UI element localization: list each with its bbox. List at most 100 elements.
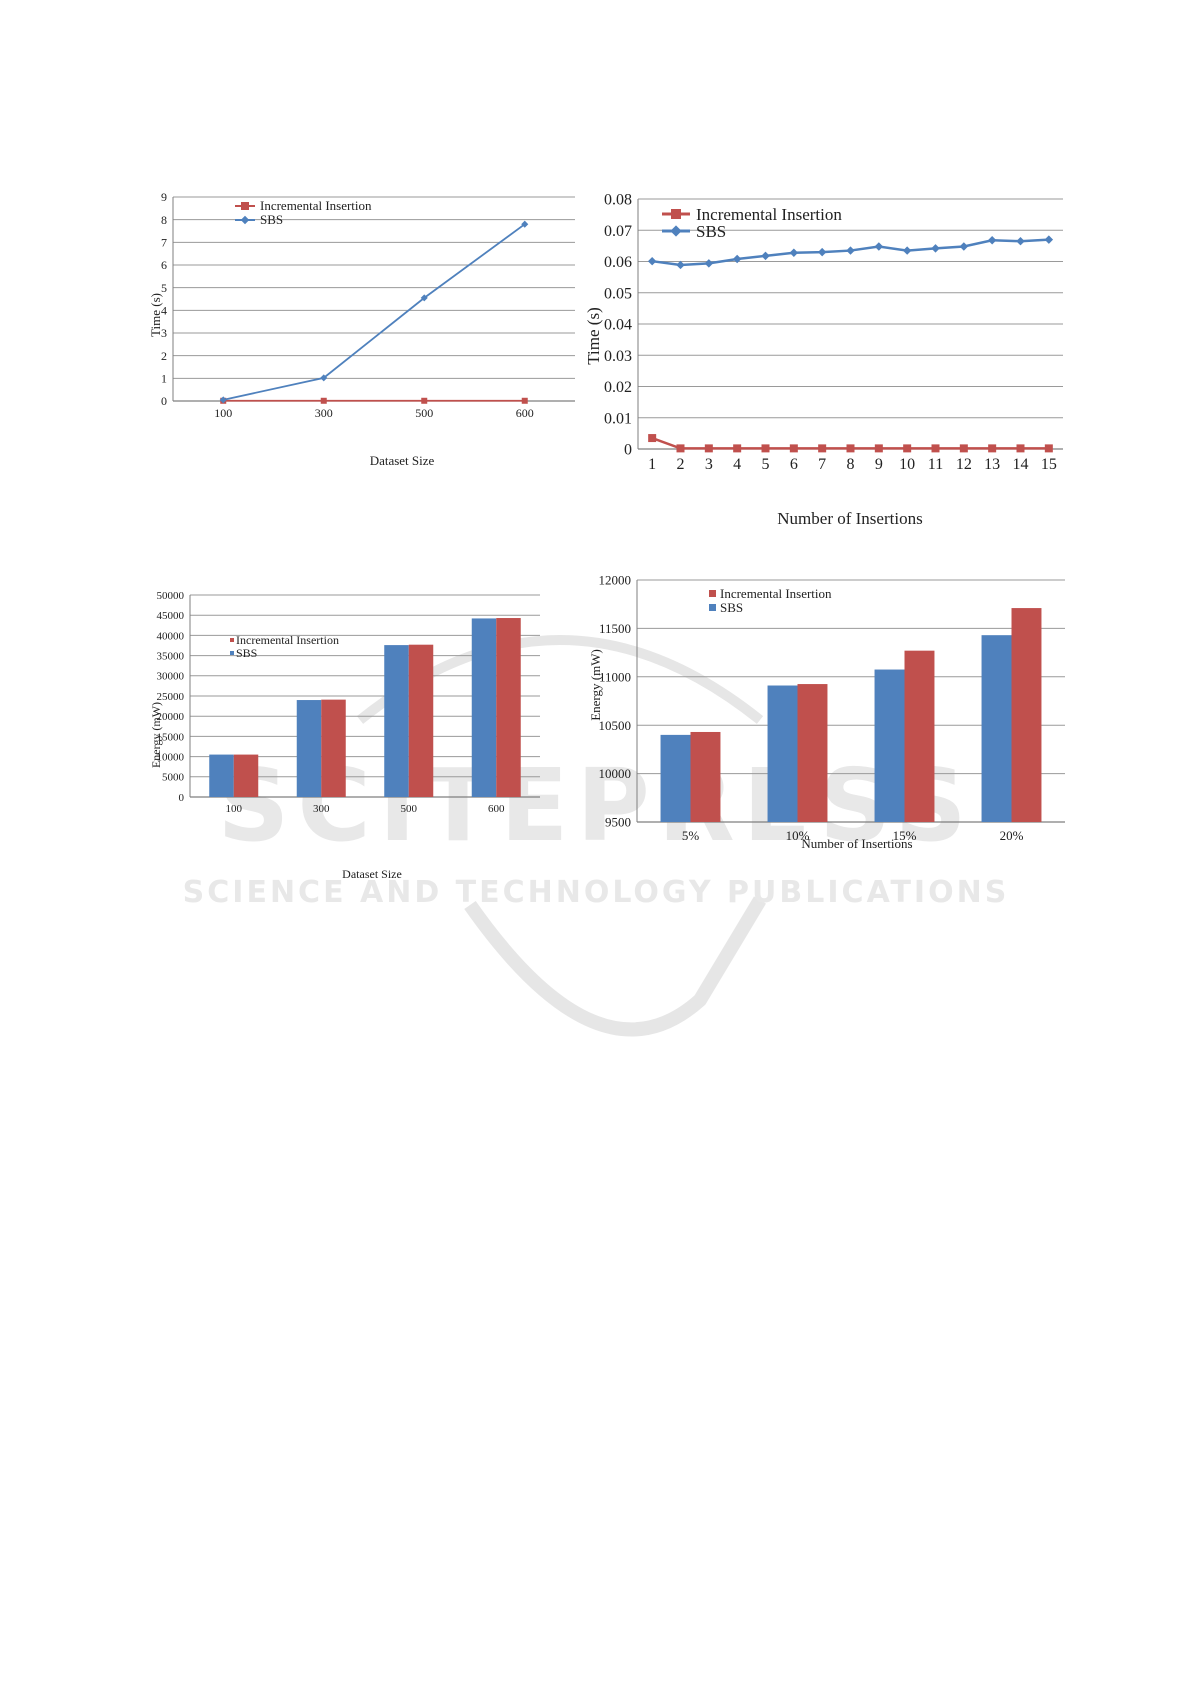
data-series bbox=[647, 235, 1054, 453]
legend-sbs-marker bbox=[670, 225, 682, 237]
legend: Incremental Insertion SBS bbox=[709, 586, 832, 615]
data-point-sbs bbox=[931, 244, 940, 253]
bar-sbs bbox=[767, 685, 798, 822]
data-point-incremental bbox=[903, 444, 912, 453]
data-point-incremental bbox=[421, 397, 428, 404]
y-axis-label: Energy (mW) bbox=[588, 649, 603, 721]
x-tick-label: 600 bbox=[488, 803, 505, 815]
y-tick-label: 1 bbox=[161, 372, 167, 386]
y-tick-label: 50000 bbox=[157, 590, 185, 602]
y-tick-label: 10000 bbox=[599, 766, 632, 781]
data-point-incremental bbox=[676, 444, 685, 453]
bar-sbs bbox=[874, 669, 905, 822]
x-tick-label: 10 bbox=[899, 456, 915, 473]
y-tick-labels: 9500 10000 10500 11000 11500 12000 bbox=[599, 573, 632, 830]
x-tick-label: 5% bbox=[682, 828, 700, 843]
bar-sbs bbox=[209, 754, 234, 797]
x-tick-label: 13 bbox=[984, 456, 1000, 473]
legend-sbs-label: SBS bbox=[720, 600, 743, 615]
legend-sbs-label: SBS bbox=[236, 646, 257, 660]
data-point-incremental bbox=[320, 397, 327, 404]
data-point-incremental bbox=[648, 434, 657, 443]
data-point-incremental bbox=[704, 444, 713, 453]
x-tick-label: 9 bbox=[875, 456, 883, 473]
data-point-sbs bbox=[420, 294, 428, 302]
x-tick-label: 8 bbox=[847, 456, 855, 473]
x-tick-labels: 1 2 3 4 5 6 7 8 9 10 11 12 13 14 15 bbox=[648, 456, 1057, 473]
x-tick-label: 6 bbox=[790, 456, 798, 473]
y-tick-label: 30000 bbox=[157, 671, 185, 683]
bar-incremental bbox=[233, 754, 259, 797]
data-point-sbs bbox=[521, 220, 529, 228]
legend-incremental-marker bbox=[671, 209, 681, 219]
y-tick-label: 5 bbox=[161, 281, 167, 295]
y-tick-label: 0 bbox=[161, 394, 167, 408]
y-tick-label: 20000 bbox=[157, 711, 185, 723]
data-point-sbs bbox=[761, 251, 770, 261]
legend-sbs-marker bbox=[709, 604, 716, 611]
y-tick-label: 10000 bbox=[157, 751, 185, 763]
y-tick-label: 7 bbox=[161, 236, 167, 250]
x-tick-label: 100 bbox=[226, 803, 243, 815]
data-series bbox=[209, 618, 521, 797]
data-point-sbs bbox=[846, 246, 855, 255]
y-tick-label: 3 bbox=[161, 326, 167, 340]
bar-incremental bbox=[408, 644, 434, 797]
data-point-sbs bbox=[1016, 236, 1025, 246]
axes bbox=[172, 197, 575, 402]
x-tick-labels: 100 300 500 600 bbox=[226, 803, 506, 815]
bar-incremental bbox=[321, 699, 346, 797]
x-tick-labels: 100 300 500 600 bbox=[214, 406, 534, 420]
y-tick-label: 0.03 bbox=[604, 348, 632, 365]
x-tick-label: 11 bbox=[928, 456, 943, 473]
bar-sbs bbox=[981, 635, 1012, 822]
x-tick-label: 5 bbox=[762, 456, 770, 473]
legend-incremental-label: Incremental Insertion bbox=[260, 198, 372, 213]
y-tick-labels: 0 0.01 0.02 0.03 0.04 0.05 0.06 0.07 0.08 bbox=[604, 192, 632, 459]
y-tick-label: 10500 bbox=[599, 718, 632, 733]
x-tick-label: 4 bbox=[733, 456, 741, 473]
x-tick-label: 300 bbox=[315, 406, 333, 420]
bar-incremental bbox=[797, 684, 828, 822]
y-tick-label: 4 bbox=[161, 304, 167, 318]
y-axis-label: Energy (mW) bbox=[149, 702, 163, 768]
y-axis-label: Time (s) bbox=[584, 307, 603, 364]
data-point-incremental bbox=[818, 444, 827, 453]
y-tick-label: 40000 bbox=[157, 630, 185, 642]
x-tick-label: 600 bbox=[516, 406, 534, 420]
x-tick-label: 20% bbox=[1000, 828, 1024, 843]
series-line-sbs bbox=[223, 223, 526, 401]
x-tick-label: 300 bbox=[313, 803, 330, 815]
legend-incremental-label: Incremental Insertion bbox=[720, 586, 832, 601]
y-axis-label: Time (s) bbox=[148, 293, 163, 337]
legend: Incremental Insertion SBS bbox=[235, 198, 372, 227]
y-tick-label: 0.04 bbox=[604, 317, 632, 334]
legend: Incremental Insertion SBS bbox=[662, 205, 842, 241]
data-series bbox=[660, 608, 1042, 822]
legend-incremental-label: Incremental Insertion bbox=[236, 633, 339, 647]
y-tick-label: 0.05 bbox=[604, 285, 632, 302]
data-point-incremental bbox=[789, 444, 798, 453]
y-tick-label: 12000 bbox=[599, 573, 632, 588]
legend-sbs-label: SBS bbox=[696, 222, 726, 241]
bar-sbs bbox=[296, 700, 322, 797]
y-tick-label: 0.07 bbox=[604, 223, 632, 240]
data-point-sbs bbox=[874, 242, 884, 251]
data-point-sbs bbox=[219, 396, 227, 404]
legend: Incremental Insertion SBS bbox=[230, 633, 339, 660]
x-tick-label: 1 bbox=[648, 456, 656, 473]
y-tick-label: 0.01 bbox=[604, 410, 632, 427]
bar-incremental bbox=[1011, 608, 1042, 822]
x-tick-label: 500 bbox=[401, 803, 418, 815]
legend-sbs-marker bbox=[240, 215, 250, 225]
x-tick-label: 500 bbox=[415, 406, 433, 420]
data-point-incremental bbox=[874, 444, 883, 453]
x-tick-labels: 5% 10% 15% 20% bbox=[682, 828, 1024, 843]
data-point-incremental bbox=[959, 444, 968, 453]
bar-sbs bbox=[384, 645, 409, 797]
y-tick-label: 0.06 bbox=[604, 254, 632, 271]
data-point-sbs bbox=[676, 260, 685, 270]
bar-incremental bbox=[904, 650, 935, 822]
data-point-sbs bbox=[817, 247, 827, 257]
